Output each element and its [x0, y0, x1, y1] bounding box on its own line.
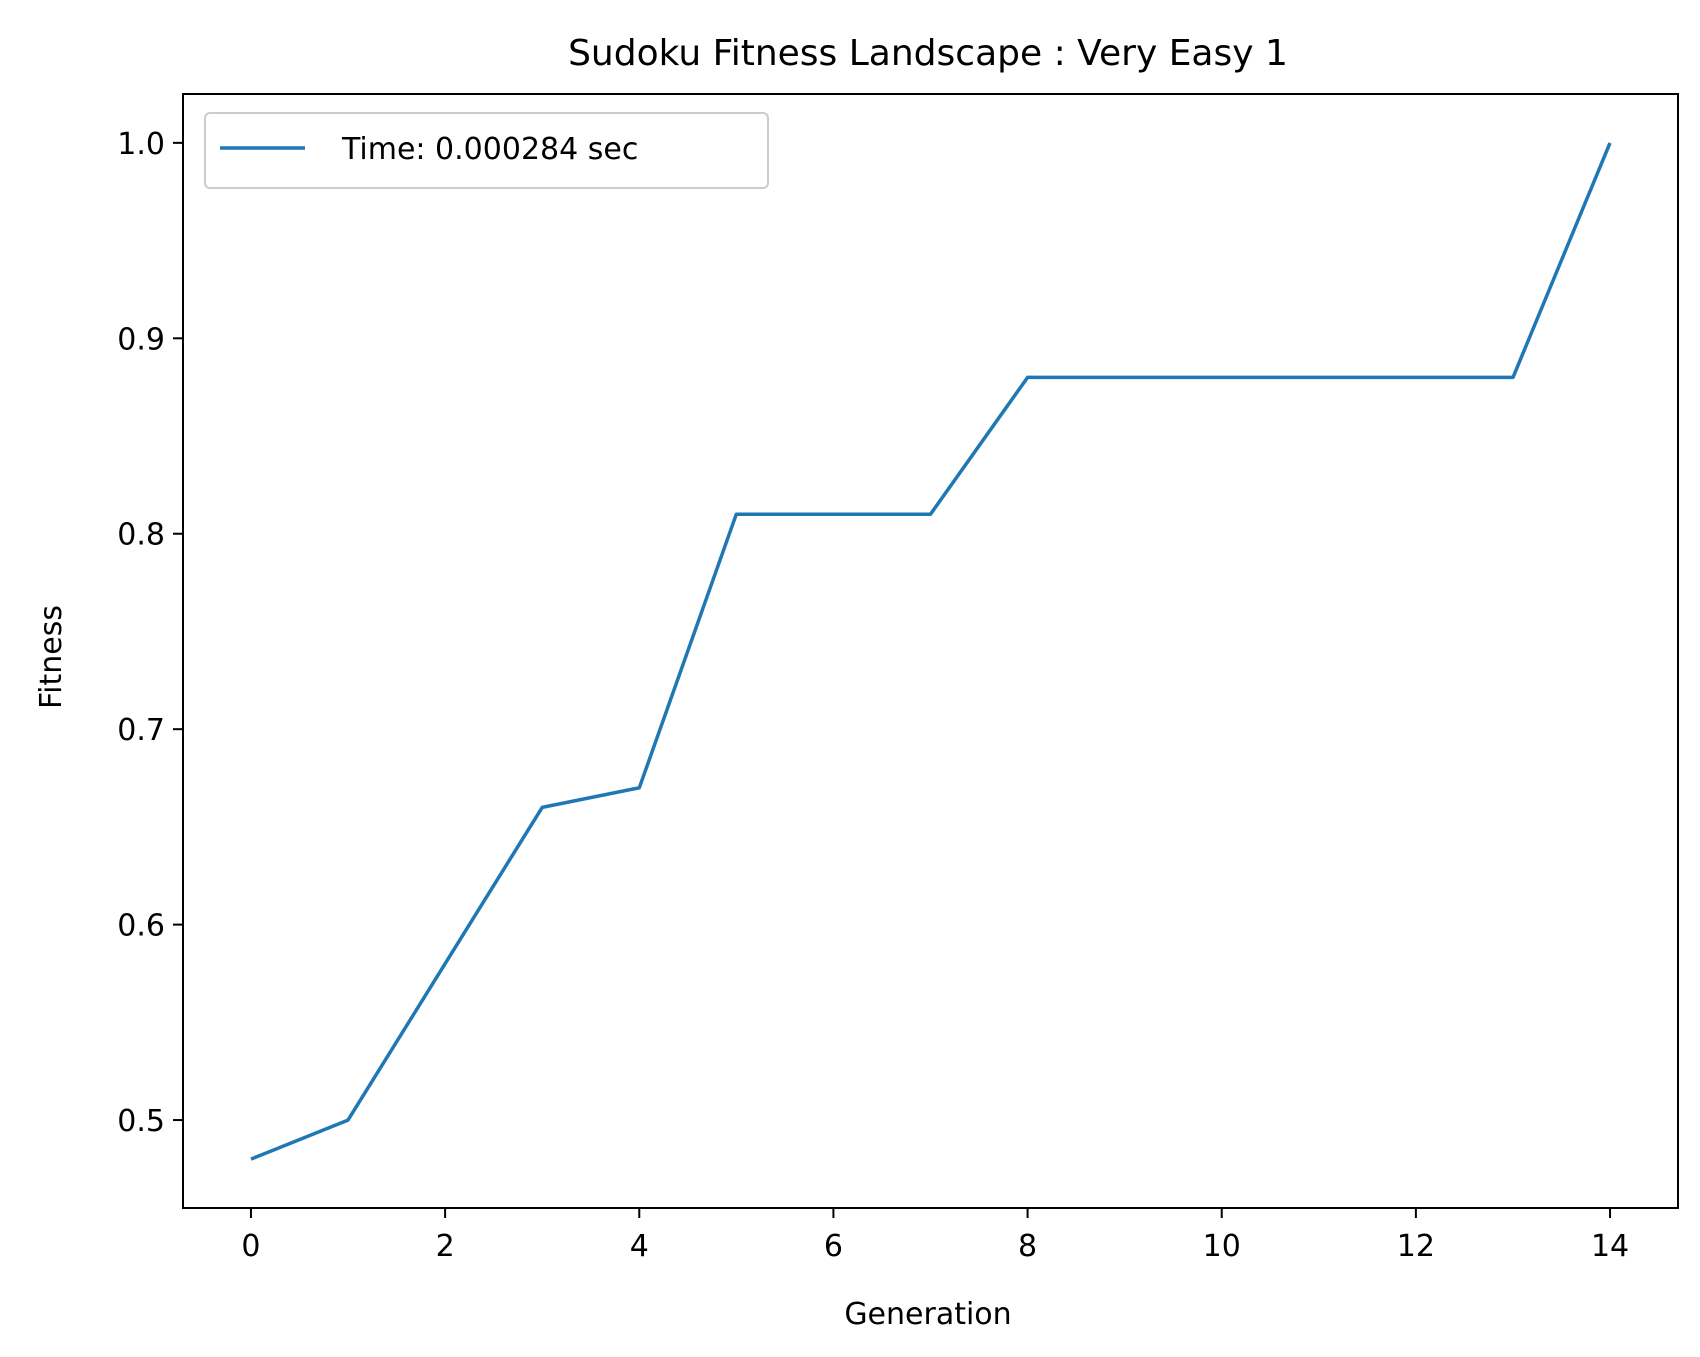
x-axis-label: Generation [844, 1297, 1011, 1332]
x-tick-label: 4 [630, 1229, 649, 1264]
legend-entry-label: Time: 0.000284 sec [341, 132, 638, 167]
series-group [250, 142, 1612, 1161]
y-tick-label: 0.8 [117, 518, 165, 553]
x-tick-label: 14 [1591, 1229, 1629, 1264]
y-tick-label: 0.7 [117, 713, 165, 748]
y-tick-label: 0.6 [117, 909, 165, 944]
x-tick-label: 8 [1018, 1229, 1037, 1264]
plot-axes: 0 2 4 6 8 10 12 14 0.5 0.6 0.7 0.8 0.9 1.0 [117, 93, 1679, 1264]
x-tick-label: 2 [436, 1229, 455, 1264]
chart-title: Sudoku Fitness Landscape : Very Easy 1 [568, 33, 1288, 74]
x-tick-label: 10 [1203, 1229, 1241, 1264]
x-tick-label: 12 [1397, 1229, 1435, 1264]
series-line-0 [250, 142, 1612, 1161]
x-tick-label: 0 [241, 1229, 260, 1264]
y-tick-label: 0.5 [117, 1104, 165, 1139]
legend-box [204, 112, 769, 189]
legend: Time: 0.000284 sec [204, 112, 769, 189]
y-axis-label: Fitness [34, 605, 69, 709]
plot-frame [182, 93, 1679, 1209]
y-tick-label: 0.9 [117, 322, 165, 357]
y-tick-label: 1.0 [117, 127, 165, 162]
x-tick-label: 6 [824, 1229, 843, 1264]
